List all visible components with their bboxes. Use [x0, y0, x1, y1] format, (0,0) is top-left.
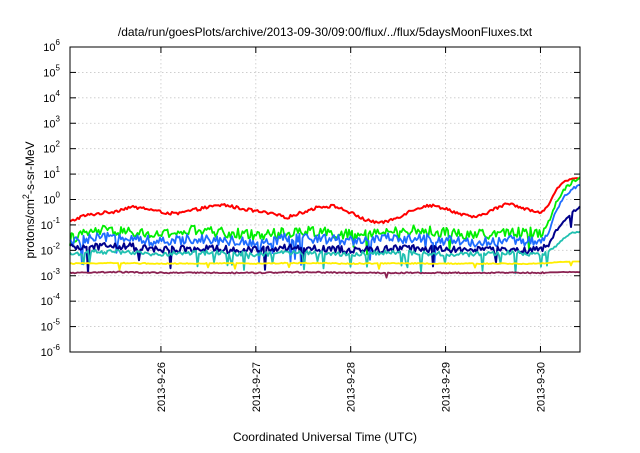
y-tick-label: 104	[43, 89, 60, 105]
y-axis: 10-610-510-410-310-210-11001011021031041…	[41, 38, 580, 359]
y-tick-base: 10	[41, 322, 53, 334]
y-tick-base: 10	[43, 93, 55, 105]
y-tick-base: 10	[43, 67, 55, 79]
y-tick-exponent: -5	[53, 318, 61, 327]
x-tick-label: 2013-9-27	[251, 362, 263, 412]
y-tick-exponent: -6	[53, 343, 61, 352]
series-line	[69, 177, 581, 225]
y-tick-exponent: -2	[53, 241, 61, 250]
y-tick-label: 100	[43, 191, 60, 207]
y-tick-exponent: 3	[56, 114, 61, 123]
y-tick-exponent: 4	[56, 89, 61, 98]
y-axis-title-main: protons/cm	[23, 199, 37, 258]
y-tick-label: 101	[43, 165, 60, 181]
y-tick-label: 10-4	[41, 292, 61, 308]
y-tick-exponent: 6	[56, 38, 61, 47]
x-axis-title: Coordinated Universal Time (UTC)	[233, 430, 417, 444]
y-tick-exponent: -1	[53, 216, 61, 225]
y-tick-label: 106	[43, 38, 60, 54]
y-tick-base: 10	[41, 347, 53, 359]
series-layer	[69, 176, 581, 279]
y-tick-label: 103	[43, 114, 60, 130]
series-line	[69, 176, 581, 256]
x-tick-label: 2013-9-29	[441, 362, 453, 412]
y-tick-exponent: -3	[53, 267, 61, 276]
y-tick-base: 10	[43, 169, 55, 181]
y-tick-exponent: 1	[56, 165, 61, 174]
y-tick-base: 10	[43, 144, 55, 156]
y-tick-base: 10	[43, 42, 55, 54]
chart-title: /data/run/goesPlots/archive/2013-09-30/0…	[118, 25, 533, 39]
y-axis-title: protons/cm2-s-sr-MeV	[21, 141, 37, 258]
y-tick-label: 10-1	[41, 216, 61, 232]
y-tick-label: 102	[43, 140, 60, 156]
y-tick-base: 10	[41, 245, 53, 257]
x-tick-label: 2013-9-28	[346, 362, 358, 412]
y-tick-base: 10	[41, 220, 53, 232]
y-tick-exponent: 0	[56, 191, 61, 200]
x-axis: 2013-9-26 2013-9-27 2013-9-28 2013-9-29 2013…	[156, 47, 547, 412]
y-tick-exponent: 2	[56, 140, 61, 149]
series-line	[69, 270, 581, 279]
y-tick-label: 10-5	[41, 318, 61, 334]
y-axis-title-rest: -s-sr-MeV	[23, 141, 37, 194]
y-axis-title-sup: 2	[21, 194, 31, 199]
series-line	[69, 184, 581, 266]
y-tick-label: 105	[43, 63, 60, 79]
y-tick-base: 10	[43, 195, 55, 207]
y-tick-exponent: 5	[56, 63, 61, 72]
y-tick-exponent: -4	[53, 292, 61, 301]
y-tick-label: 10-3	[41, 267, 61, 283]
y-tick-label: 10-6	[41, 343, 61, 359]
x-tick-label: 2013-9-30	[535, 362, 547, 412]
series-line	[69, 260, 581, 271]
y-tick-label: 10-2	[41, 241, 61, 257]
series-line	[69, 205, 581, 274]
x-tick-label: 2013-9-26	[156, 362, 168, 412]
grid	[70, 47, 580, 352]
y-tick-base: 10	[43, 118, 55, 130]
y-tick-base: 10	[41, 271, 53, 283]
series-line	[69, 230, 581, 275]
y-tick-base: 10	[41, 296, 53, 308]
